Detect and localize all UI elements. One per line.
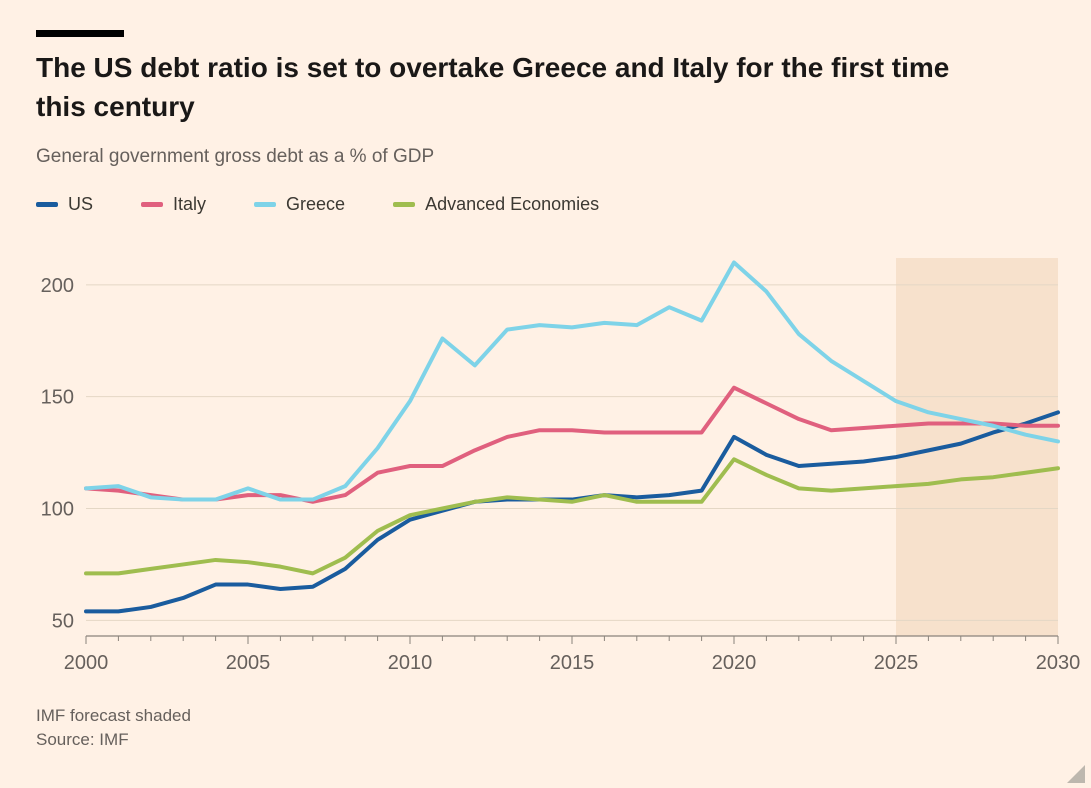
- x-tick-label: 2025: [874, 652, 919, 674]
- legend-swatch: [254, 202, 277, 207]
- x-tick-label: 2015: [550, 652, 595, 674]
- forecast-band: [896, 258, 1058, 636]
- legend-swatch: [141, 202, 164, 207]
- y-tick-label: 150: [41, 387, 74, 409]
- x-tick-label: 2000: [64, 652, 109, 674]
- legend-item-us: US: [36, 194, 93, 215]
- legend-swatch: [393, 202, 416, 207]
- forecast-note: IMF forecast shaded: [36, 706, 191, 725]
- series-line-italy: [84, 385, 1060, 504]
- x-tick-label: 2005: [226, 652, 271, 674]
- legend-item-advanced-economies: Advanced Economies: [393, 194, 599, 215]
- y-tick-label: 200: [41, 275, 74, 297]
- series-line-greece: [84, 260, 1060, 502]
- series-line-advanced-economies: [84, 457, 1060, 576]
- x-tick-label: 2020: [712, 652, 757, 674]
- legend-swatch: [36, 202, 58, 207]
- x-tick-label: 2010: [388, 652, 433, 674]
- y-tick-label: 50: [52, 610, 74, 632]
- series-line-us: [84, 410, 1060, 614]
- source-note: Source: IMF: [36, 730, 129, 749]
- legend-item-italy: Italy: [141, 194, 206, 215]
- y-tick-label: 100: [41, 499, 74, 521]
- legend-label: US: [68, 194, 94, 214]
- chart-title: The US debt ratio is set to overtake Gre…: [36, 52, 950, 123]
- x-tick-label: 2030: [1036, 652, 1081, 674]
- accent-bar: [36, 30, 124, 37]
- chart-subtitle: General government gross debt as a % of …: [36, 146, 435, 167]
- resize-handle-icon[interactable]: [1067, 765, 1085, 783]
- legend-label: Italy: [173, 194, 207, 214]
- legend: US Italy Greece Advanced Economies: [36, 194, 599, 215]
- legend-label: Greece: [286, 194, 346, 214]
- legend-label: Advanced Economies: [425, 194, 600, 214]
- legend-item-greece: Greece: [254, 194, 345, 215]
